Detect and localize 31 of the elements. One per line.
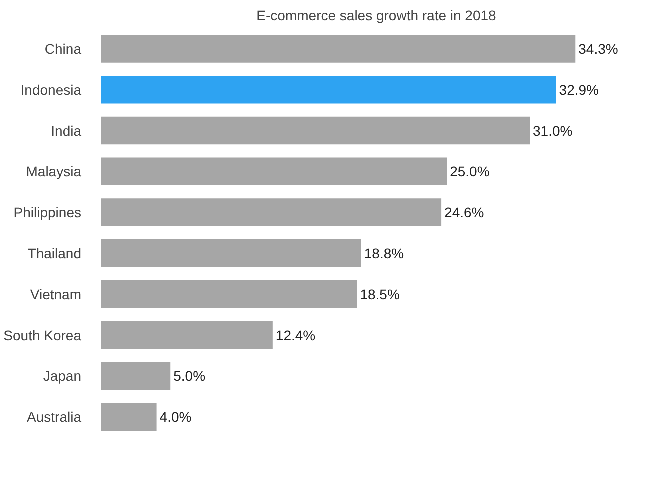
bar — [102, 76, 556, 104]
data-label: 18.8% — [364, 245, 404, 262]
y-tick-label: Indonesia — [20, 82, 82, 98]
data-label: 32.9% — [559, 82, 599, 98]
bar — [102, 240, 362, 268]
data-label: 34.3% — [578, 40, 618, 57]
data-label: 25.0% — [450, 164, 490, 180]
bar — [102, 280, 358, 308]
data-label: 5.0% — [174, 368, 206, 384]
y-tick-label: Thailand — [28, 245, 82, 262]
y-tick-label: Japan — [43, 368, 82, 384]
bar — [102, 198, 442, 226]
bar — [102, 158, 448, 186]
chart-title: E-commerce sales growth rate in 2018 — [256, 8, 497, 24]
y-tick-label: Philippines — [14, 204, 82, 221]
y-tick-label: China — [44, 40, 82, 57]
bar — [102, 35, 576, 63]
y-tick-label: South Korea — [4, 327, 82, 344]
bar — [102, 403, 157, 431]
bar — [102, 116, 530, 145]
y-tick-label: Vietnam — [30, 286, 82, 302]
bar — [102, 362, 171, 390]
bar — [102, 321, 273, 350]
data-label: 24.6% — [444, 204, 484, 221]
data-label: 4.0% — [160, 409, 192, 426]
y-tick-label: India — [51, 122, 82, 139]
data-label: 12.4% — [276, 327, 316, 344]
data-label: 18.5% — [360, 286, 400, 302]
data-label: 31.0% — [533, 122, 573, 139]
y-tick-label: Australia — [27, 409, 82, 426]
y-tick-label: Malaysia — [26, 164, 82, 180]
